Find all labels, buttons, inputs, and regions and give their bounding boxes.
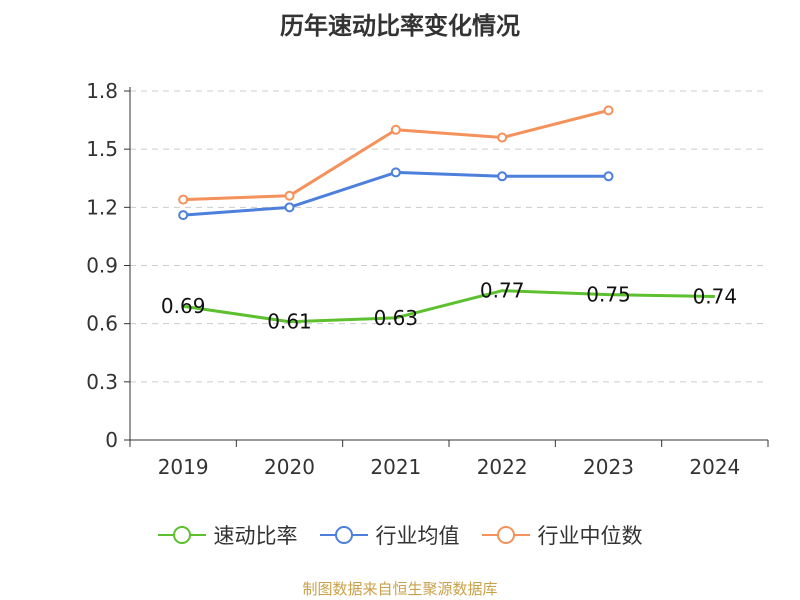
y-tick-label: 0.6 <box>86 312 118 336</box>
y-tick-label: 1.2 <box>86 195 118 219</box>
legend-item-industry-median[interactable]: 行业中位数 <box>481 520 643 550</box>
series-point <box>178 210 189 221</box>
legend-label-industry-median: 行业中位数 <box>537 524 643 548</box>
chart-title: 历年速动比率变化情况 <box>280 12 520 40</box>
series-layer <box>178 105 715 324</box>
y-tick-label: 1.5 <box>86 137 118 161</box>
x-tick-label: 2024 <box>689 455 740 479</box>
series-point <box>497 132 508 143</box>
y-tick-label: 1.8 <box>86 79 118 103</box>
series-point <box>390 124 401 135</box>
series-point <box>603 105 614 116</box>
grid-layer <box>130 90 768 383</box>
x-tick-label: 2023 <box>583 455 634 479</box>
x-tick-label: 2021 <box>370 455 421 479</box>
x-tick-label: 2022 <box>477 455 528 479</box>
label-layer: 0.69 0.61 0.63 0.77 0.75 0.74 <box>161 279 737 334</box>
x-tick-label: 2019 <box>158 455 209 479</box>
series-point <box>497 171 508 182</box>
data-label: 0.69 <box>161 294 206 318</box>
y-tick-label: 0 <box>105 428 118 452</box>
x-tick-label: 2020 <box>264 455 315 479</box>
legend-swatch-industry-median-icon <box>481 526 530 544</box>
series-line <box>183 170 609 217</box>
legend-swatch-industry-mean-icon <box>319 526 368 544</box>
series-line <box>183 108 609 202</box>
legend-label-quick-ratio: 速动比率 <box>213 524 298 548</box>
series-point <box>603 171 614 182</box>
data-label: 0.61 <box>267 310 312 334</box>
legend-label-industry-mean: 行业均值 <box>375 524 460 548</box>
legend-swatch-quick-ratio-icon <box>157 526 206 544</box>
legend: 速动比率 行业均值 行业中位数 <box>0 520 800 550</box>
series-point <box>284 190 295 201</box>
source-note: 制图数据来自恒生聚源数据库 <box>302 580 498 598</box>
series-point <box>178 194 189 205</box>
legend-item-quick-ratio[interactable]: 速动比率 <box>157 520 298 550</box>
data-label: 0.77 <box>480 279 525 303</box>
data-label: 0.63 <box>374 306 419 330</box>
series-point <box>390 167 401 178</box>
y-tick-label: 0.9 <box>86 254 118 278</box>
series-line <box>182 289 715 324</box>
data-label: 0.75 <box>586 283 631 307</box>
series-point <box>284 202 295 213</box>
axis-layer: 0 0.3 0.6 0.9 1.2 1.5 1.8 2019 2020 2021 2022 2023 2… <box>86 79 769 479</box>
data-label: 0.74 <box>693 285 738 309</box>
legend-item-industry-mean[interactable]: 行业均值 <box>319 520 460 550</box>
y-tick-label: 0.3 <box>86 370 118 394</box>
